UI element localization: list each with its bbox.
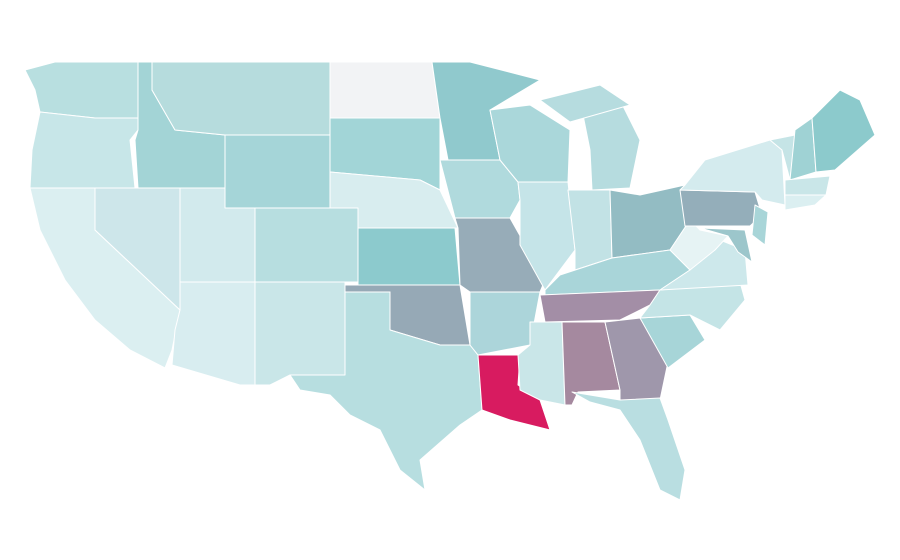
state: [469, 291, 541, 356]
state: [539, 84, 641, 191]
state: [811, 89, 876, 173]
state: [784, 194, 827, 211]
state: [24, 61, 139, 119]
state: [789, 117, 817, 181]
state: [571, 391, 686, 501]
state: [289, 291, 483, 491]
state: [679, 189, 763, 227]
state: [567, 189, 613, 271]
state-part: [539, 84, 631, 123]
state: [171, 281, 256, 386]
state: [224, 134, 331, 209]
state: [357, 227, 461, 286]
state: [329, 61, 441, 119]
state: [699, 227, 753, 263]
state: [254, 281, 346, 386]
state: [151, 61, 331, 136]
states: [24, 61, 876, 501]
state: [254, 207, 359, 283]
state: [539, 289, 661, 323]
state: [659, 237, 749, 291]
state: [751, 204, 769, 246]
state: [29, 111, 139, 189]
